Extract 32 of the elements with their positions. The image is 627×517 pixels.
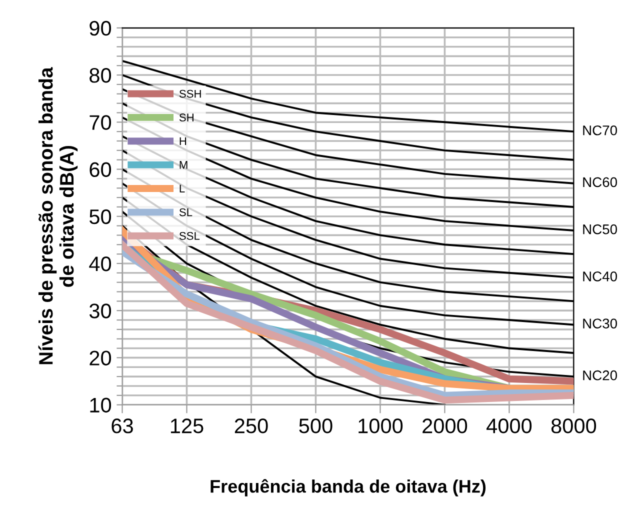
legend-label: H (180, 137, 186, 146)
x-tick-label: 8000 (551, 418, 596, 434)
y-tick-label: 20 (90, 350, 112, 366)
y-tick-label: 50 (90, 209, 112, 224)
legend-label: SH (179, 114, 194, 122)
legend-label: SL (179, 208, 192, 216)
annotation: NC40 (583, 272, 618, 282)
x-tick-label: 63 (112, 418, 133, 434)
x-tick-label: 1000 (358, 418, 403, 434)
y-tick-label: 90 (90, 20, 112, 36)
y-tick-label: 40 (89, 256, 112, 272)
y-tick-label: 60 (90, 162, 112, 178)
y-axis-title: Níveis de pressão sonora banda de oitava dB(A) (38, 67, 78, 364)
y-tick-label: 70 (90, 115, 112, 130)
x-axis-title: Frequência banda de oitava (Hz) (210, 479, 486, 496)
annotation: NC20 (583, 370, 618, 380)
annotation: NC60 (583, 177, 618, 188)
legend-label: SSH (179, 90, 201, 98)
x-tick-label: 125 (170, 418, 204, 434)
annotation: NC50 (583, 224, 618, 234)
x-tick-label: 250 (234, 418, 268, 434)
y-tick-label: 10 (90, 398, 112, 413)
annotation: NC70 (583, 125, 618, 136)
legend-label: SSL (179, 232, 200, 240)
annotation: NC30 (583, 318, 618, 328)
y-tick-label: 80 (90, 68, 112, 83)
x-tick-label: 500 (299, 418, 332, 434)
legend-label: L (180, 184, 185, 192)
y-tick-label: 30 (89, 304, 112, 318)
legend-label: M (180, 161, 188, 169)
x-tick-label: 2000 (422, 418, 468, 434)
x-tick-label: 4000 (486, 418, 532, 434)
